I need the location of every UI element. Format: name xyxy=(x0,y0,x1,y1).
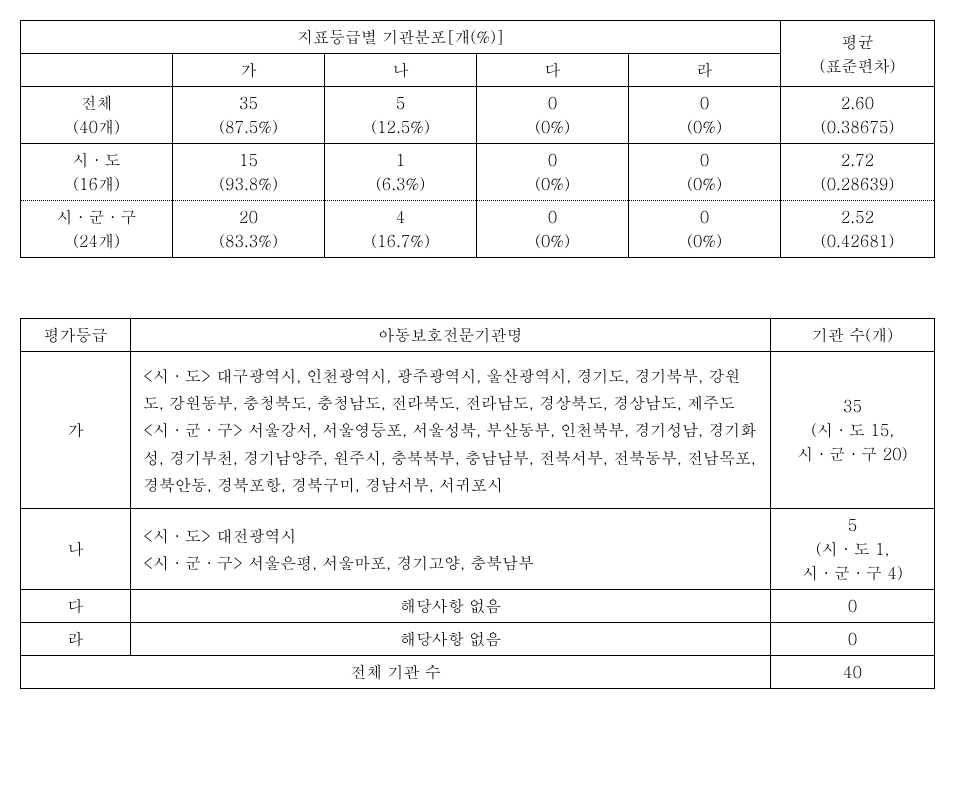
cell-pct: (0%) xyxy=(535,172,570,195)
grade-header: 평가등급 xyxy=(21,319,131,352)
grade-cell: 라 xyxy=(21,622,131,655)
table2-row-na: 나 <시 · 도> 대전광역시<시 · 군 · 구> 서울은평, 서울마포, 경… xyxy=(21,508,935,589)
cell-ra: 0 (0%) xyxy=(629,87,781,144)
distribution-header: 지표등급별 기관분포[개(%)] xyxy=(21,21,781,54)
row-label-1: 전체 xyxy=(81,91,113,114)
cell-pct: (0%) xyxy=(687,229,722,252)
total-label: 전체 기관 수 xyxy=(21,655,771,688)
cell-pct: (93.8%) xyxy=(219,172,278,195)
name-cell: 해당사항 없음 xyxy=(131,589,771,622)
cell-ra: 0 (0%) xyxy=(629,144,781,201)
row-label-1: 시 · 도 xyxy=(73,148,121,171)
count-cell: 5(시 · 도 1,시 · 군 · 구 4) xyxy=(771,508,935,589)
col-da: 다 xyxy=(477,54,629,87)
cell-val: 0 xyxy=(700,148,710,171)
table2-row-ra: 라 해당사항 없음 0 xyxy=(21,622,935,655)
grade-cell: 나 xyxy=(21,508,131,589)
cell-val: 20 xyxy=(239,205,258,228)
col-ra: 라 xyxy=(629,54,781,87)
cell-pct: (0.42681) xyxy=(821,229,895,252)
cell-val: 2.72 xyxy=(841,148,874,171)
table2-header-row: 평가등급 아동보호전문기관명 기관 수(개) xyxy=(21,319,935,352)
col-na: 나 xyxy=(325,54,477,87)
table1-header-row-1: 지표등급별 기관분포[개(%)] 평균 (표준편차) xyxy=(21,21,935,54)
count-cell: 0 xyxy=(771,622,935,655)
count-header: 기관 수(개) xyxy=(771,319,935,352)
cell-pct: (16.7%) xyxy=(371,229,430,252)
agency-table: 평가등급 아동보호전문기관명 기관 수(개) 가 <시 · 도> 대구광역시, … xyxy=(20,318,935,689)
cell-val: 2.60 xyxy=(841,91,874,114)
row-label-2: (24개) xyxy=(73,229,120,252)
cell-pct: (83.3%) xyxy=(219,229,278,252)
cell-pct: (6.3%) xyxy=(376,172,425,195)
cell-val: 15 xyxy=(239,148,258,171)
cell-pct: (0.38675) xyxy=(821,115,895,138)
cell-na: 1 (6.3%) xyxy=(325,144,477,201)
name-cell: 해당사항 없음 xyxy=(131,622,771,655)
table2-row-da: 다 해당사항 없음 0 xyxy=(21,589,935,622)
table1-row-sigungu: 시 · 군 · 구 (24개) 20 (83.3%) 4 (16.7%) 0 (… xyxy=(21,201,935,258)
cell-val: 4 xyxy=(396,205,406,228)
cell-da: 0 (0%) xyxy=(477,201,629,258)
cell-da: 0 (0%) xyxy=(477,144,629,201)
cell-val: 0 xyxy=(700,91,710,114)
cell-pct: (87.5%) xyxy=(219,115,278,138)
cell-ga: 20 (83.3%) xyxy=(173,201,325,258)
cell-pct: (0%) xyxy=(535,115,570,138)
cell-val: 2.52 xyxy=(841,205,874,228)
row-label: 시 · 도 (16개) xyxy=(21,144,173,201)
cell-avg: 2.52 (0.42681) xyxy=(781,201,935,258)
name-cell: <시 · 도> 대전광역시<시 · 군 · 구> 서울은평, 서울마포, 경기고… xyxy=(131,508,771,589)
cell-ga: 15 (93.8%) xyxy=(173,144,325,201)
row-label-2: (40개) xyxy=(73,115,120,138)
row-label-2: (16개) xyxy=(73,172,120,195)
cell-avg: 2.72 (0.28639) xyxy=(781,144,935,201)
blank-header xyxy=(21,54,173,87)
table-gap xyxy=(20,258,934,318)
row-label: 시 · 군 · 구 (24개) xyxy=(21,201,173,258)
cell-val: 35 xyxy=(239,91,258,114)
cell-pct: (0%) xyxy=(687,115,722,138)
table2-row-ga: 가 <시 · 도> 대구광역시, 인천광역시, 광주광역시, 울산광역시, 경기… xyxy=(21,352,935,509)
cell-pct: (0%) xyxy=(687,172,722,195)
name-header: 아동보호전문기관명 xyxy=(131,319,771,352)
cell-val: 0 xyxy=(700,205,710,228)
cell-na: 5 (12.5%) xyxy=(325,87,477,144)
cell-avg: 2.60 (0.38675) xyxy=(781,87,935,144)
cell-na: 4 (16.7%) xyxy=(325,201,477,258)
table1-row-total: 전체 (40개) 35 (87.5%) 5 (12.5%) 0 (0%) 0 (… xyxy=(21,87,935,144)
cell-val: 5 xyxy=(396,91,406,114)
cell-pct: (0%) xyxy=(535,229,570,252)
table2-total-row: 전체 기관 수 40 xyxy=(21,655,935,688)
col-ga: 가 xyxy=(173,54,325,87)
cell-ga: 35 (87.5%) xyxy=(173,87,325,144)
row-label: 전체 (40개) xyxy=(21,87,173,144)
row-label-1: 시 · 군 · 구 xyxy=(57,205,137,228)
count-cell: 35(시 · 도 15,시 · 군 · 구 20) xyxy=(771,352,935,509)
cell-pct: (0.28639) xyxy=(821,172,895,195)
avg-header-line1: 평균 xyxy=(842,30,874,53)
cell-pct: (12.5%) xyxy=(371,115,430,138)
grade-cell: 가 xyxy=(21,352,131,509)
avg-header: 평균 (표준편차) xyxy=(781,21,935,87)
avg-header-line2: (표준편차) xyxy=(819,54,895,77)
cell-val: 1 xyxy=(396,148,406,171)
cell-da: 0 (0%) xyxy=(477,87,629,144)
grade-cell: 다 xyxy=(21,589,131,622)
distribution-table: 지표등급별 기관분포[개(%)] 평균 (표준편차) 가 나 다 라 전체 (4… xyxy=(20,20,935,258)
count-cell: 0 xyxy=(771,589,935,622)
cell-val: 0 xyxy=(548,148,558,171)
name-cell: <시 · 도> 대구광역시, 인천광역시, 광주광역시, 울산광역시, 경기도,… xyxy=(131,352,771,509)
table1-row-sido: 시 · 도 (16개) 15 (93.8%) 1 (6.3%) 0 (0%) 0… xyxy=(21,144,935,201)
cell-val: 0 xyxy=(548,205,558,228)
cell-val: 0 xyxy=(548,91,558,114)
total-value: 40 xyxy=(771,655,935,688)
cell-ra: 0 (0%) xyxy=(629,201,781,258)
